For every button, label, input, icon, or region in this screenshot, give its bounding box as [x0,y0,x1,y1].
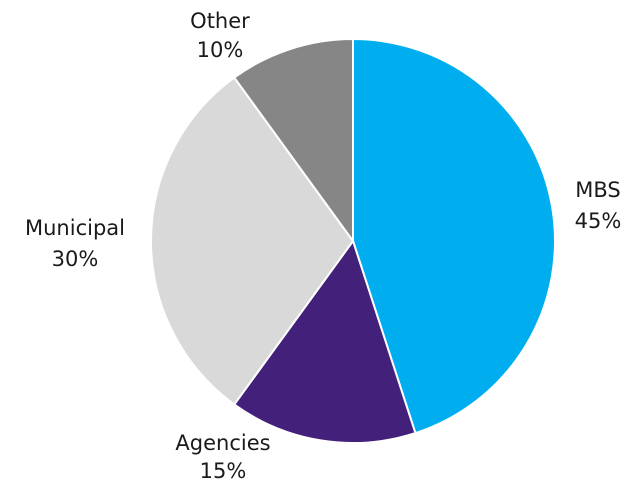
pie-slice-mbs [352,37,556,435]
slice-label-other: Other [190,9,250,33]
slice-value-agencies: 15% [200,459,247,482]
slice-label-mbs: MBS [575,178,621,202]
pie-labels: MBS 45% Agencies 15% Municipal 30% Other 10% [25,9,621,482]
pie-slice-agencies [232,238,417,444]
slice-value-municipal: 30% [52,247,99,271]
slice-label-agencies: Agencies [175,431,270,455]
slice-value-other: 10% [197,38,244,62]
pie-slices [150,37,556,444]
slice-label-municipal: Municipal [25,216,125,240]
pie-slice-municipal [150,76,355,406]
pie-slice-other [232,37,354,245]
slice-value-mbs: 45% [575,209,622,233]
